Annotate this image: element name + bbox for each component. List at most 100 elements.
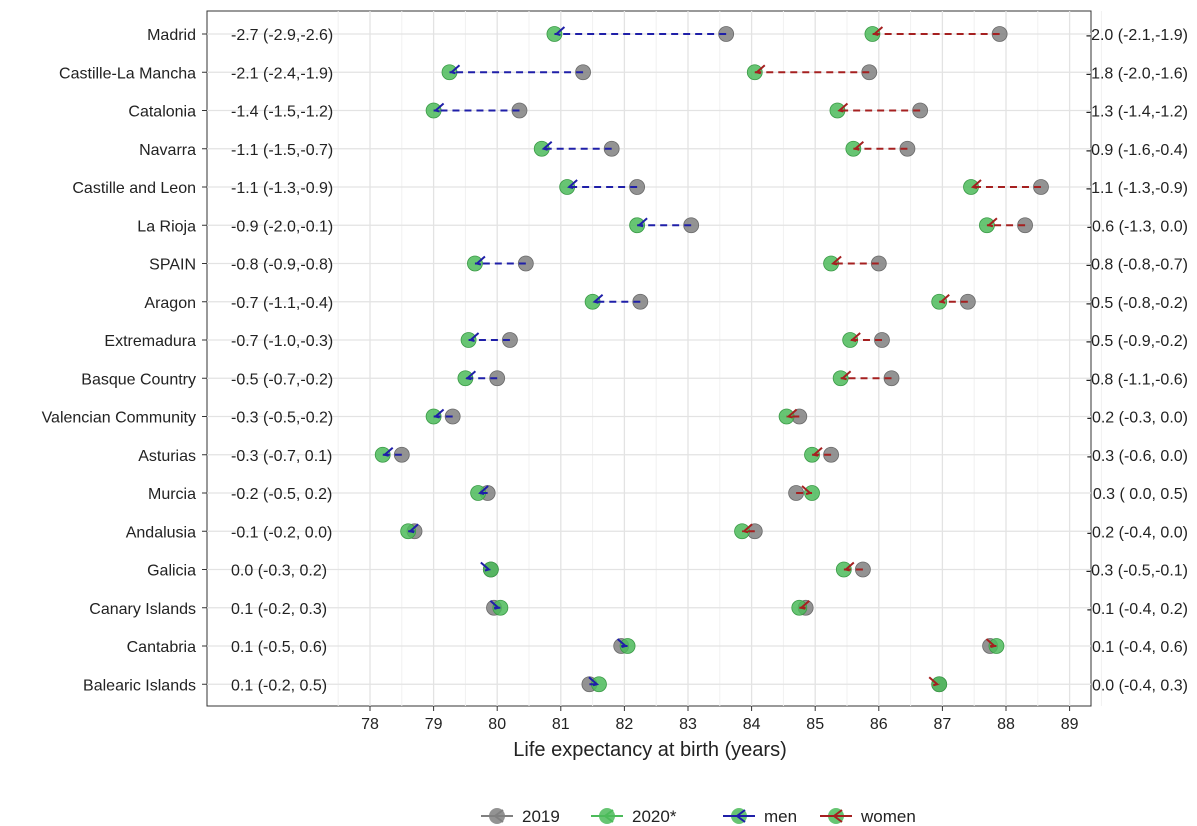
- arrow-head: [541, 140, 553, 151]
- region-row: [546, 26, 1008, 42]
- region-row: [613, 638, 1005, 654]
- plot-panel: [206, 10, 1092, 707]
- women-difference-label: -0.9 (-1.6,-0.4): [1086, 142, 1188, 159]
- men-2020-point: [482, 561, 499, 578]
- region-name: Navarra: [139, 142, 196, 159]
- men-difference-label: -0.1 (-0.2, 0.0): [231, 524, 332, 541]
- men-difference-label: -0.2 (-0.5, 0.2): [231, 486, 332, 503]
- arrow-head: [754, 64, 766, 75]
- arrow-head: [801, 485, 813, 495]
- women-2020-point: [931, 676, 948, 693]
- legend-swatch-arrow: [735, 809, 746, 823]
- women-difference-label: -0.3 (-0.6, 0.0): [1087, 448, 1188, 465]
- arrow-head: [939, 293, 950, 304]
- region-row: [460, 332, 890, 348]
- men-2020-point: [425, 408, 442, 425]
- men-difference-label: 0.1 (-0.5, 0.6): [231, 639, 327, 656]
- women-2020-point: [864, 26, 881, 42]
- men-difference-label: -0.8 (-0.9,-0.8): [231, 257, 333, 274]
- arrow-head: [478, 485, 489, 495]
- x-tick-label: 83: [679, 716, 697, 733]
- women-difference-label: 0.0 (-0.4, 0.3): [1092, 677, 1188, 694]
- men-difference-label: -0.3 (-0.5,-0.2): [231, 410, 333, 427]
- arrow-head: [433, 408, 445, 419]
- region-name: Cantabria: [127, 639, 196, 656]
- region-row: [584, 293, 976, 310]
- men-difference-label: -0.9 (-2.0,-0.1): [231, 218, 333, 235]
- region-name: Asturias: [138, 448, 196, 465]
- region-row: [629, 217, 1033, 234]
- arrow-head: [433, 102, 445, 113]
- arrow-head: [786, 408, 798, 419]
- arrow-head: [474, 255, 486, 266]
- arrow-head: [465, 370, 477, 381]
- region-row: [425, 102, 929, 119]
- region-row: [480, 561, 871, 578]
- women-difference-label: -1.3 (-1.4,-1.2): [1086, 104, 1188, 121]
- x-tick-label: 85: [806, 716, 824, 733]
- men-difference-label: -2.7 (-2.9,-2.6): [231, 27, 333, 44]
- legend-swatch-arrow: [603, 809, 614, 823]
- legend-item-women: women: [820, 807, 916, 826]
- x-axis: 78 79 80 81 82 83 84 85 86 87 88 89: [361, 706, 1079, 733]
- region-name: Castille and Leon: [72, 180, 196, 197]
- arrow-head: [567, 179, 578, 189]
- arrow-head: [616, 638, 628, 648]
- region-name: Andalusia: [126, 524, 196, 541]
- region-row: [581, 676, 948, 693]
- men-difference-label: -1.1 (-1.3,-0.9): [231, 180, 333, 197]
- region-name: Madrid: [147, 27, 196, 44]
- region-name: Aragon: [144, 295, 196, 312]
- region-name: Murcia: [148, 486, 196, 503]
- x-tick-label: 87: [934, 716, 952, 733]
- region-row: [400, 523, 763, 540]
- women-difference-label: -0.8 (-1.1,-0.6): [1086, 371, 1188, 388]
- arrow-head: [850, 332, 861, 342]
- women-difference-label: -1.8 (-2.0,-1.6): [1086, 65, 1188, 82]
- data-marks: [374, 26, 1049, 693]
- grid: [206, 10, 1102, 707]
- region-name: Basque Country: [81, 371, 196, 388]
- arrow-head: [811, 446, 823, 457]
- men-difference-label: -1.1 (-1.5,-0.7): [231, 142, 333, 159]
- region-row: [467, 255, 887, 272]
- women-difference-label: -0.6 (-1.3, 0.0): [1087, 218, 1188, 235]
- arrow-head: [637, 217, 648, 228]
- region-name: La Rioja: [137, 218, 196, 235]
- region-name: Castille-La Mancha: [59, 65, 196, 82]
- men-difference-label: -0.7 (-1.0,-0.3): [231, 333, 333, 350]
- row-labels: Madrid -2.7 (-2.9,-2.6) -2.0 (-2.1,-1.9) Ca…: [42, 27, 1188, 694]
- legend-label: men: [764, 807, 797, 826]
- women-difference-label: -1.1 (-1.3,-0.9): [1086, 180, 1188, 197]
- arrow-head: [840, 370, 852, 381]
- arrow-head: [480, 561, 491, 572]
- women-difference-label: -0.2 (-0.3, 0.0): [1087, 410, 1188, 427]
- legend: 2019 2020* men women: [481, 807, 916, 826]
- arrow-head: [489, 599, 501, 610]
- arrow-head: [741, 523, 753, 534]
- arrow-head: [799, 599, 810, 610]
- arrow-head: [986, 217, 998, 228]
- men-difference-label: -0.5 (-0.7,-0.2): [231, 371, 333, 388]
- region-row: [441, 64, 878, 81]
- region-name: Extremadura: [104, 333, 196, 350]
- legend-item-2020: 2020*: [591, 807, 677, 826]
- men-difference-label: -1.4 (-1.5,-1.2): [231, 104, 333, 121]
- arrow-head: [837, 102, 849, 113]
- arrow-head: [592, 293, 604, 304]
- region-name: Valencian Community: [42, 410, 196, 427]
- x-axis-title: Life expectancy at birth (years): [513, 739, 786, 761]
- women-difference-label: -0.3 (-0.5,-0.1): [1086, 563, 1188, 580]
- men-difference-label: 0.1 (-0.2, 0.3): [231, 601, 327, 618]
- men-difference-label: -0.7 (-1.1,-0.4): [231, 295, 333, 312]
- women-difference-label: -0.2 (-0.4, 0.0): [1087, 524, 1188, 541]
- region-row: [457, 370, 900, 387]
- women-difference-label: -0.5 (-0.9,-0.2): [1086, 333, 1188, 350]
- legend-item-men: men: [723, 807, 797, 826]
- legend-swatch-arrow: [832, 809, 843, 823]
- arrow-head: [382, 446, 394, 457]
- arrow-head: [831, 255, 842, 266]
- women-difference-label: -2.0 (-2.1,-1.9): [1086, 27, 1188, 44]
- legend-label: 2020*: [632, 807, 677, 826]
- women-difference-label: -0.8 (-0.8,-0.7): [1086, 257, 1188, 274]
